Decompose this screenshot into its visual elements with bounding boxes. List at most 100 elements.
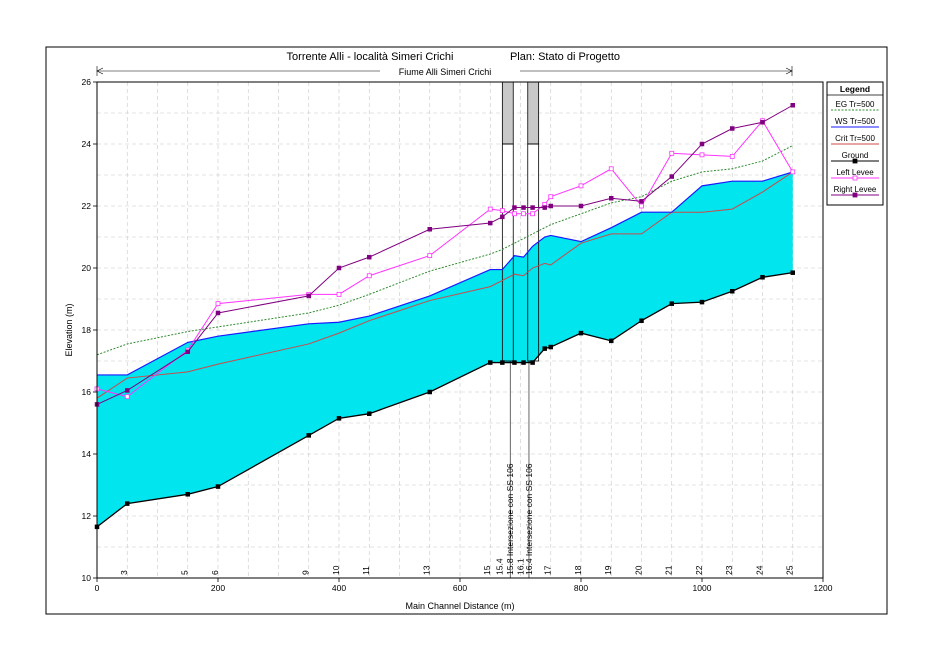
station-labels: 3 5 6 9 10 11 13 15 15.4 15.8 Intersezione con SS… <box>119 361 795 578</box>
marker-ground <box>215 484 221 489</box>
x-tick-label: 800 <box>574 583 588 593</box>
legend-label-ws_line: WS Tr=500 <box>835 117 876 126</box>
marker-right_levee <box>427 227 432 232</box>
marker-right_levee <box>512 205 517 210</box>
reach-label: Fiume Alli Simeri Crichi <box>399 67 492 77</box>
marker-right_levee <box>215 310 221 316</box>
marker-right_levee <box>542 205 547 210</box>
marker-ground <box>548 344 553 350</box>
y-tick-label: 26 <box>82 77 92 87</box>
marker-right_levee <box>609 196 614 201</box>
legend-title: Legend <box>840 84 870 94</box>
y-tick-label: 10 <box>82 573 92 583</box>
water-fill <box>97 171 793 527</box>
marker-right_levee <box>578 203 584 209</box>
marker-right_levee <box>530 205 535 210</box>
marker-ground <box>609 338 614 344</box>
marker-ground <box>542 346 547 351</box>
marker-ground <box>488 360 493 365</box>
station-label: 24 <box>754 565 764 575</box>
marker-ground <box>306 433 311 438</box>
bridge-opening <box>501 143 514 362</box>
x-tick-label: 400 <box>332 583 346 593</box>
marker-ground <box>530 360 535 365</box>
bridge-deck <box>527 81 540 145</box>
axis-ticks: 0 200 400 600 800 1000 1200 10 12 14 16 18 20 22 24 26 <box>82 77 833 593</box>
marker-right_levee <box>306 293 311 299</box>
marker-ground <box>367 411 372 416</box>
station-label: 22 <box>694 565 704 575</box>
series-lines <box>94 103 796 530</box>
marker-ground <box>125 501 130 506</box>
marker-ground <box>699 299 705 305</box>
marker-ground <box>578 330 584 336</box>
legend-marker-left_levee <box>852 175 858 181</box>
legend-label-eg: EG Tr=500 <box>836 100 875 109</box>
marker-left_levee <box>124 394 130 400</box>
station-label: 5 <box>180 570 190 575</box>
y-tick-label: 24 <box>82 139 92 149</box>
marker-left_levee <box>427 253 433 259</box>
station-label: 15.4 <box>494 558 504 575</box>
station-label: 13 <box>422 565 432 575</box>
marker-right_levee <box>367 254 372 260</box>
legend-label-right_levee: Right Levee <box>834 185 877 194</box>
marker-left_levee <box>729 153 735 159</box>
station-label: 21 <box>664 565 674 575</box>
marker-ground <box>521 360 526 365</box>
marker-left_levee <box>578 183 584 189</box>
water-area <box>97 171 793 527</box>
y-tick-label: 14 <box>82 449 92 459</box>
station-label: 20 <box>633 565 643 575</box>
station-label: 3 <box>119 570 129 575</box>
station-label: 10 <box>331 565 341 575</box>
chart-title: Torrente Alli - località Simeri Crichi <box>287 51 454 63</box>
marker-right_levee <box>699 141 705 147</box>
legend-label-ground: Ground <box>842 151 869 160</box>
station-label: 19 <box>603 565 613 575</box>
y-tick-label: 12 <box>82 511 92 521</box>
y-tick-label: 16 <box>82 387 92 397</box>
x-tick-label: 1000 <box>693 583 712 593</box>
series-line-crit <box>96 171 794 399</box>
marker-left_levee <box>487 206 493 212</box>
marker-right_levee <box>639 199 644 204</box>
marker-ground <box>427 389 432 395</box>
bridge-deck <box>501 81 514 145</box>
marker-right_levee <box>790 103 795 108</box>
y-axis-label: Elevation (m) <box>64 303 74 356</box>
marker-left_levee <box>366 273 372 279</box>
legend-marker-right_levee <box>852 192 858 198</box>
marker-ground <box>639 318 644 323</box>
marker-left_levee <box>499 208 505 214</box>
station-label: 6 <box>210 570 220 575</box>
marker-left_levee <box>521 211 526 217</box>
marker-left_levee <box>336 291 342 297</box>
marker-left_levee <box>790 169 796 175</box>
x-tick-label: 200 <box>211 583 225 593</box>
marker-ground <box>790 270 795 275</box>
marker-right_levee <box>185 349 190 354</box>
station-label: 16.1 <box>516 558 526 575</box>
marker-left_levee <box>548 194 554 200</box>
marker-right_levee <box>521 205 526 210</box>
x-tick-label: 600 <box>453 583 467 593</box>
marker-left_levee <box>608 166 614 172</box>
marker-right_levee <box>336 265 342 271</box>
y-tick-label: 20 <box>82 263 92 273</box>
marker-ground <box>512 360 517 365</box>
x-tick-label: 0 <box>95 583 100 593</box>
y-tick-label: 18 <box>82 325 92 335</box>
series-line-eg <box>96 145 793 356</box>
legend-label-left_levee: Left Levee <box>836 168 874 177</box>
marker-right_levee <box>500 214 505 220</box>
x-axis-label: Main Channel Distance (m) <box>405 601 514 611</box>
y-tick-label: 22 <box>82 201 92 211</box>
legend: Legend EG Tr=500 WS Tr=500 Crit Tr=500 Grou… <box>826 81 884 206</box>
marker-right_levee <box>669 174 674 179</box>
marker-left_levee <box>669 150 675 156</box>
marker-right_levee <box>730 126 735 131</box>
marker-right_levee <box>760 120 765 125</box>
marker-ground <box>185 492 190 497</box>
